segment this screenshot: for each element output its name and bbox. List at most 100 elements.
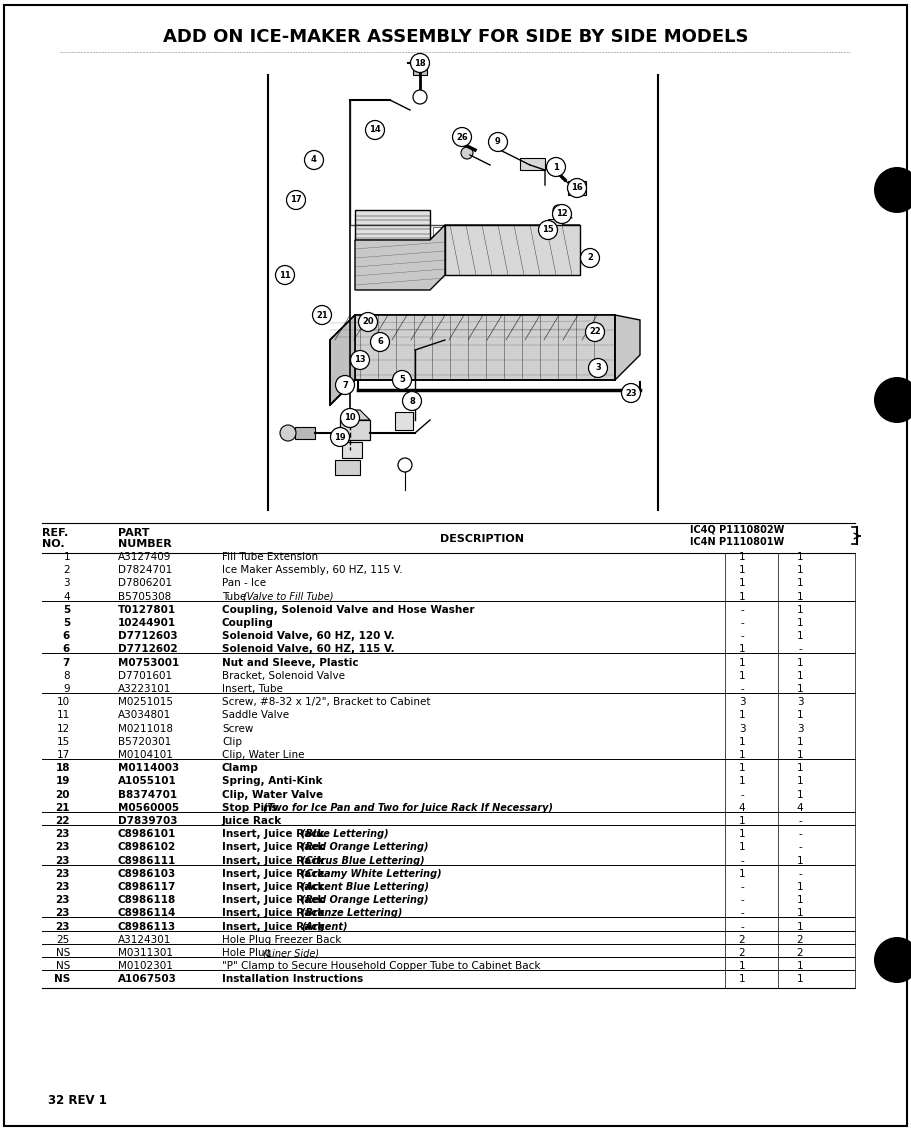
Text: 17: 17 bbox=[290, 195, 302, 205]
Circle shape bbox=[392, 371, 411, 390]
Text: -: - bbox=[740, 895, 743, 905]
Circle shape bbox=[588, 358, 607, 377]
Text: 23: 23 bbox=[625, 389, 636, 398]
Text: 1: 1 bbox=[796, 737, 803, 747]
Text: C8986102: C8986102 bbox=[118, 842, 176, 852]
Circle shape bbox=[286, 191, 305, 209]
Circle shape bbox=[452, 128, 471, 147]
Text: C8986113: C8986113 bbox=[118, 922, 176, 931]
Text: C8986118: C8986118 bbox=[118, 895, 176, 905]
Text: NS: NS bbox=[56, 962, 70, 971]
Text: C8986101: C8986101 bbox=[118, 829, 176, 840]
Text: 12: 12 bbox=[556, 209, 568, 218]
Text: 1: 1 bbox=[796, 962, 803, 971]
Text: 3: 3 bbox=[595, 364, 600, 373]
Circle shape bbox=[402, 391, 421, 410]
Text: (Red Orange Lettering): (Red Orange Lettering) bbox=[301, 895, 428, 905]
Text: 23: 23 bbox=[56, 869, 70, 879]
Text: 1: 1 bbox=[738, 644, 744, 654]
Text: 1: 1 bbox=[796, 750, 803, 760]
Text: M0114003: M0114003 bbox=[118, 763, 179, 773]
Circle shape bbox=[397, 458, 412, 472]
Text: 7: 7 bbox=[342, 381, 347, 390]
Text: 4: 4 bbox=[738, 802, 744, 812]
Circle shape bbox=[275, 266, 294, 285]
Circle shape bbox=[280, 425, 296, 441]
Text: 2: 2 bbox=[796, 948, 803, 958]
Text: 23: 23 bbox=[56, 883, 70, 892]
Text: D7712602: D7712602 bbox=[118, 644, 178, 654]
Circle shape bbox=[410, 53, 429, 72]
Circle shape bbox=[537, 220, 557, 240]
Text: Coupling: Coupling bbox=[221, 618, 273, 628]
Text: Hole Plug: Hole Plug bbox=[221, 948, 274, 958]
Text: 23: 23 bbox=[56, 922, 70, 931]
Text: 1: 1 bbox=[796, 855, 803, 866]
Text: 19: 19 bbox=[333, 433, 345, 442]
Text: 1: 1 bbox=[796, 974, 803, 984]
Text: A3124301: A3124301 bbox=[118, 935, 171, 945]
Text: 1: 1 bbox=[796, 922, 803, 931]
Text: 1: 1 bbox=[796, 565, 803, 575]
Text: -: - bbox=[797, 829, 801, 840]
Polygon shape bbox=[429, 225, 579, 240]
Bar bbox=[394, 412, 413, 431]
Circle shape bbox=[340, 409, 359, 427]
Text: 1: 1 bbox=[796, 671, 803, 680]
Text: A3127409: A3127409 bbox=[118, 551, 171, 562]
Text: 1: 1 bbox=[796, 605, 803, 615]
Text: 1: 1 bbox=[796, 711, 803, 721]
Text: Fill Tube Extension: Fill Tube Extension bbox=[221, 551, 318, 562]
Text: -: - bbox=[740, 605, 743, 615]
Circle shape bbox=[546, 157, 565, 176]
Text: (Red Orange Lettering): (Red Orange Lettering) bbox=[301, 842, 428, 852]
Bar bbox=[334, 460, 360, 475]
Bar bbox=[413, 63, 426, 75]
Text: A3034801: A3034801 bbox=[118, 711, 171, 721]
Polygon shape bbox=[354, 315, 614, 380]
Text: 17: 17 bbox=[56, 750, 70, 760]
Text: Pan - Ice: Pan - Ice bbox=[221, 579, 266, 589]
Text: -: - bbox=[797, 644, 801, 654]
Text: C8986114: C8986114 bbox=[118, 909, 176, 919]
Text: 9: 9 bbox=[495, 138, 500, 147]
Circle shape bbox=[620, 383, 640, 402]
Text: D7712603: D7712603 bbox=[118, 632, 178, 641]
Text: 25: 25 bbox=[56, 935, 70, 945]
Text: 22: 22 bbox=[589, 328, 600, 337]
Text: B5720301: B5720301 bbox=[118, 737, 171, 747]
Text: Insert, Juice Rack: Insert, Juice Rack bbox=[221, 829, 328, 840]
Bar bbox=[476, 227, 488, 240]
Text: Ice Maker Assembly, 60 HZ, 115 V.: Ice Maker Assembly, 60 HZ, 115 V. bbox=[221, 565, 402, 575]
Text: 1: 1 bbox=[738, 763, 744, 773]
Text: 3: 3 bbox=[796, 697, 803, 707]
Text: (Creamy White Lettering): (Creamy White Lettering) bbox=[301, 869, 441, 879]
Text: -: - bbox=[740, 684, 743, 694]
Text: (Accent Blue Lettering): (Accent Blue Lettering) bbox=[301, 883, 428, 892]
Text: 1: 1 bbox=[738, 737, 744, 747]
Bar bbox=[340, 420, 370, 440]
Circle shape bbox=[460, 147, 473, 159]
Text: 4: 4 bbox=[796, 802, 803, 812]
Text: 1: 1 bbox=[796, 790, 803, 800]
Text: 1: 1 bbox=[796, 632, 803, 641]
Text: 1: 1 bbox=[738, 565, 744, 575]
Text: A1055101: A1055101 bbox=[118, 776, 177, 786]
Text: 23: 23 bbox=[56, 855, 70, 866]
Text: "P" Clamp to Secure Household Copper Tube to Cabinet Back: "P" Clamp to Secure Household Copper Tub… bbox=[221, 962, 540, 971]
Text: 15: 15 bbox=[541, 226, 553, 235]
Polygon shape bbox=[330, 315, 614, 340]
Text: Clip: Clip bbox=[221, 737, 241, 747]
Polygon shape bbox=[445, 225, 579, 275]
Text: 8: 8 bbox=[63, 671, 70, 680]
Text: 3: 3 bbox=[796, 723, 803, 733]
Text: C8986117: C8986117 bbox=[118, 883, 176, 892]
Text: 22: 22 bbox=[56, 816, 70, 826]
Text: Bracket, Solenoid Valve: Bracket, Solenoid Valve bbox=[221, 671, 344, 680]
Text: -: - bbox=[740, 632, 743, 641]
Text: M0104101: M0104101 bbox=[118, 750, 173, 760]
Text: Stop Pins: Stop Pins bbox=[221, 802, 281, 812]
Text: Insert, Juice Rack: Insert, Juice Rack bbox=[221, 895, 328, 905]
Text: 6: 6 bbox=[63, 644, 70, 654]
Text: Insert, Juice Rack: Insert, Juice Rack bbox=[221, 922, 328, 931]
